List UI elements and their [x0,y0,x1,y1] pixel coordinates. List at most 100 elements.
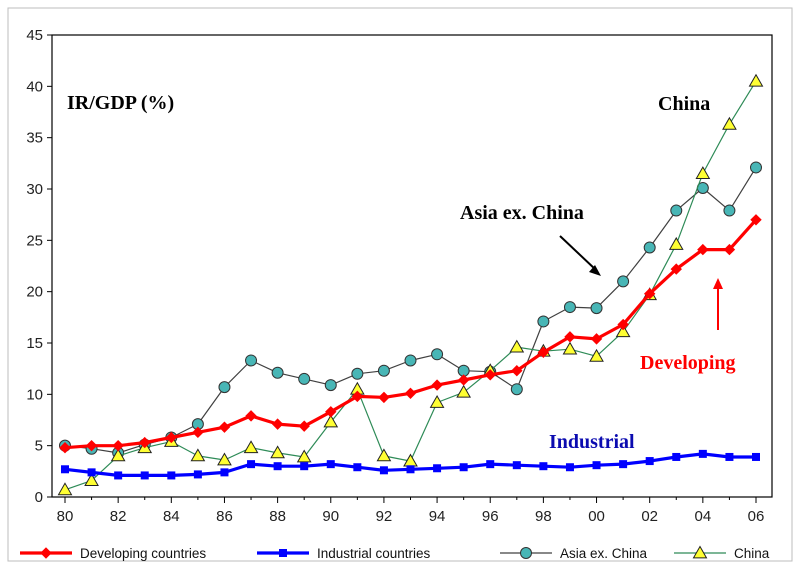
data-point [57,482,73,496]
series-industrial-countries [61,449,760,480]
data-point [589,348,604,362]
series-asia-ex-china [59,161,762,459]
y-tick-label: 45 [26,27,43,44]
data-point [539,462,548,471]
y-tick-label: 40 [26,78,43,95]
data-point [510,383,523,396]
data-point [429,395,445,408]
data-point [723,204,736,217]
x-tick-label: 94 [429,508,446,525]
data-point [668,236,684,250]
series-layer [57,73,764,496]
x-tick-label: 82 [110,508,127,525]
data-point [245,410,257,422]
data-point [509,339,525,353]
y-tick-label: 20 [26,284,43,301]
data-point [192,426,204,439]
series-developing-countries [59,214,762,454]
data-point [643,288,656,300]
legend: Developing countries Industrial countries… [20,545,770,561]
data-point [563,301,576,314]
data-point [325,406,337,418]
legend-item: China [674,545,770,561]
y-tick-label: 15 [26,335,43,352]
annotation-industrial: Industrial [549,431,635,453]
data-point [645,457,654,466]
data-point [562,341,578,355]
legend-item: Industrial countries [257,546,431,561]
y-tick-label: 0 [35,489,43,506]
y-tick-label: 5 [35,438,43,455]
asia-arrow [559,235,601,276]
data-point [379,466,388,475]
chart-outer-frame [7,7,793,562]
data-point [245,354,258,367]
data-point [87,468,96,477]
data-point [190,448,206,462]
data-point [484,369,496,381]
data-point [404,354,417,367]
x-tick-label: 92 [376,508,393,525]
data-point [512,461,521,470]
data-point [431,379,443,391]
data-point [40,547,52,559]
x-tick-label: 06 [748,508,765,525]
data-point [271,418,284,430]
data-point [698,449,707,458]
data-point [725,452,734,461]
x-tick-label: 04 [695,508,712,525]
y-tick-label: 35 [26,130,43,147]
data-point [218,381,231,394]
x-tick-label: 90 [322,508,339,525]
data-point [431,348,444,361]
y-axis: 0 5 10 15 20 25 30 35 40 45 [26,27,52,506]
data-point [723,243,736,256]
developing-arrow [713,278,723,330]
data-point [114,471,123,480]
data-point [324,379,337,392]
x-tick-label: 86 [216,508,233,525]
data-point [112,439,124,452]
data-point [220,468,229,477]
x-tick-label: 00 [588,508,605,525]
data-point [300,462,309,471]
data-point [748,73,764,87]
data-point [457,374,470,386]
data-point [61,465,69,474]
y-tick-label: 10 [26,386,43,403]
x-tick-label: 88 [269,508,286,525]
legend-label: Developing countries [80,546,206,561]
legend-item: Developing countries [20,546,206,561]
data-point [376,448,392,462]
data-point [85,439,98,452]
data-point [750,161,762,174]
data-point [270,445,285,459]
data-point [139,436,151,449]
annotation-china: China [658,93,710,115]
legend-label: Asia ex. China [560,546,648,561]
annotation-asia-ex-china: Asia ex. China [460,202,584,224]
data-point [520,547,532,559]
x-tick-label: 96 [482,508,499,525]
annotation-developing: Developing [640,352,736,374]
data-point [243,440,259,454]
data-point [110,448,126,462]
data-point [670,204,683,217]
data-point [193,470,202,479]
data-point [59,442,71,454]
x-tick-label: 98 [535,508,552,525]
data-point [565,463,574,472]
legend-item: Asia ex. China [500,546,648,561]
data-point [564,331,576,343]
data-point [84,473,99,486]
data-point [752,452,760,461]
data-point [672,452,681,461]
data-point [511,365,523,377]
data-point [298,372,311,385]
data-point [351,367,364,380]
data-point [404,387,417,400]
data-point [271,366,284,379]
data-point [323,414,339,428]
y-tick-label: 30 [26,181,43,198]
data-point [298,420,310,432]
